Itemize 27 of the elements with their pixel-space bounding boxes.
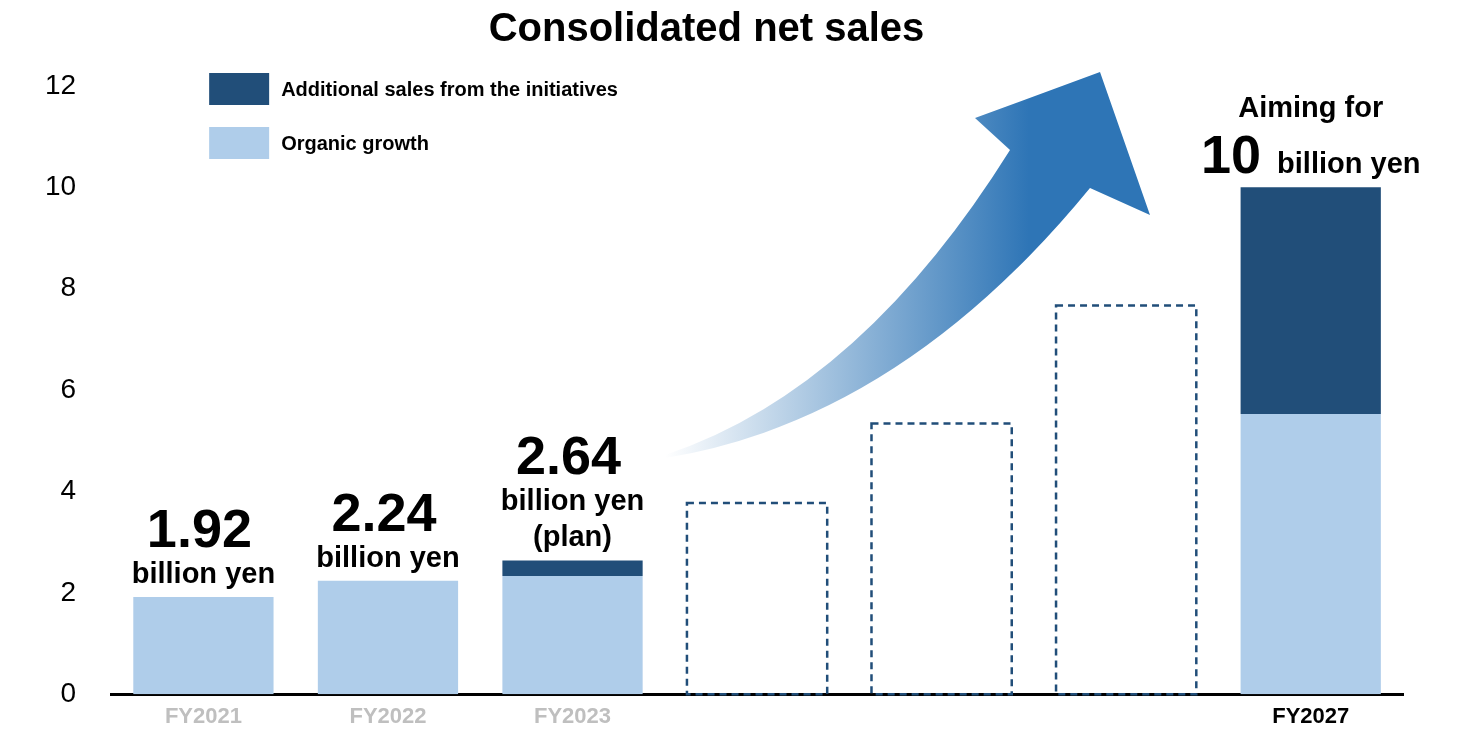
x-tick-label: FY2023 xyxy=(533,703,612,729)
x-tick-label: FY2022 xyxy=(349,703,427,729)
y-tick-label: 12 xyxy=(44,68,77,100)
y-tick-label: 6 xyxy=(60,372,77,404)
bar xyxy=(133,596,274,695)
legend-label: Organic growth xyxy=(281,131,429,154)
y-tick-label: 4 xyxy=(60,474,77,506)
legend-label: Additional sales from the initiatives xyxy=(281,77,618,100)
annotation: 2.24 billion yen xyxy=(316,481,460,573)
annotation: Aiming for 10 billion yen xyxy=(1200,91,1421,185)
y-tick-label: 10 xyxy=(44,170,77,202)
bar xyxy=(317,580,459,695)
y-tick-label: 8 xyxy=(60,271,77,303)
bar xyxy=(502,576,643,695)
x-tick-label: FY2027 xyxy=(1272,703,1350,729)
bar xyxy=(1240,413,1381,695)
x-tick-label: FY2021 xyxy=(164,703,242,729)
y-tick-label: 0 xyxy=(60,676,77,708)
bar xyxy=(1054,304,1198,696)
bar xyxy=(870,422,1013,696)
bar xyxy=(502,560,643,577)
y-tick-label: 2 xyxy=(60,575,77,607)
bar xyxy=(1240,187,1381,414)
annotation: 2.64 billion yen (plan) xyxy=(500,425,645,553)
chart-title: Consolidated net sales xyxy=(488,5,925,50)
bar xyxy=(685,501,829,696)
annotation: 1.92 billion yen xyxy=(131,497,276,589)
